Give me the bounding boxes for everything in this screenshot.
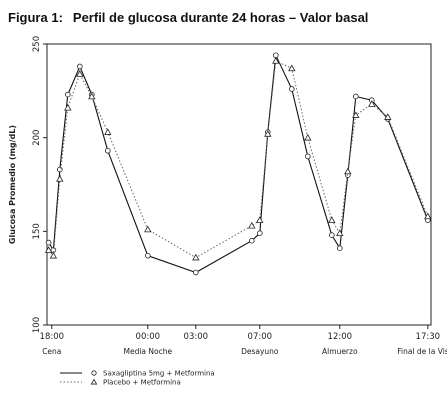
y-tick-label: 100 <box>32 317 42 333</box>
data-point <box>104 128 112 135</box>
data-point <box>336 245 343 251</box>
data-point <box>44 246 53 253</box>
y-tick-label: 150 <box>32 223 42 239</box>
figure-title-text: Perfil de glucosa durante 24 horas – Val… <box>72 10 369 25</box>
x-category-label: Cena <box>42 347 61 356</box>
y-tick-label: 250 <box>32 36 42 52</box>
data-point <box>288 64 296 72</box>
x-tick-label: 03:00 <box>184 332 209 342</box>
data-point <box>272 52 279 59</box>
series-line <box>48 53 429 274</box>
data-point <box>264 130 272 137</box>
legend-label: Placebo + Metformina <box>103 379 181 387</box>
data-point <box>328 232 335 238</box>
x-category-label: Almuerzo <box>322 347 358 356</box>
data-point <box>344 167 352 175</box>
series-line <box>48 60 429 259</box>
data-point <box>272 57 280 64</box>
legend-marker <box>91 370 97 376</box>
data-point <box>424 212 432 220</box>
figure-label: Figura 1: <box>8 10 63 25</box>
axes: 100 150 200 250 Glucosa Promedio (mg/dL) 18:0… <box>8 36 447 356</box>
data-point <box>145 252 151 259</box>
x-tick-label: 12:00 <box>328 332 353 342</box>
data-point <box>193 269 199 276</box>
data-point <box>352 93 359 100</box>
y-tick-label: 200 <box>32 130 42 146</box>
data-point <box>248 221 256 229</box>
figure-title: Figura 1: Perfil de glucosa durante 24 ho… <box>8 10 368 25</box>
x-tick-label: 17:30 <box>416 332 441 342</box>
x-category-label: Media Noche <box>123 347 172 356</box>
data-point <box>384 113 392 120</box>
data-point <box>352 111 360 118</box>
y-axis-label: Glucosa Promedio (mg/dL) <box>8 125 17 244</box>
data-point <box>64 103 72 111</box>
series-1 <box>45 52 431 276</box>
x-category-label: Final de la Visita <box>397 347 447 356</box>
data-point <box>192 253 200 261</box>
data-point <box>49 251 58 259</box>
data-point <box>288 86 295 92</box>
legend-label: Saxagliptina 5mg + Metformina <box>103 370 215 378</box>
data-point <box>368 100 376 107</box>
data-point <box>56 175 64 182</box>
data-point <box>105 147 111 154</box>
data-point <box>256 216 264 223</box>
data-point <box>65 91 71 98</box>
data-point <box>336 229 344 237</box>
plot-frame <box>46 43 432 326</box>
data-point <box>328 216 336 223</box>
x-category-label: Desayuno <box>241 347 279 356</box>
series-layer <box>44 52 432 276</box>
x-tick-label: 18:00 <box>40 332 65 342</box>
x-tick-label: 07:00 <box>248 332 273 342</box>
data-point <box>144 225 152 233</box>
data-point <box>45 239 52 246</box>
data-point <box>304 153 311 160</box>
data-point <box>249 237 255 244</box>
data-point <box>77 63 83 70</box>
data-point <box>304 133 312 141</box>
x-tick-label: 00:00 <box>136 332 161 342</box>
data-point <box>256 230 263 237</box>
legend-marker <box>90 378 98 385</box>
data-point <box>88 92 96 100</box>
series-2 <box>44 57 432 261</box>
data-point <box>76 70 84 77</box>
